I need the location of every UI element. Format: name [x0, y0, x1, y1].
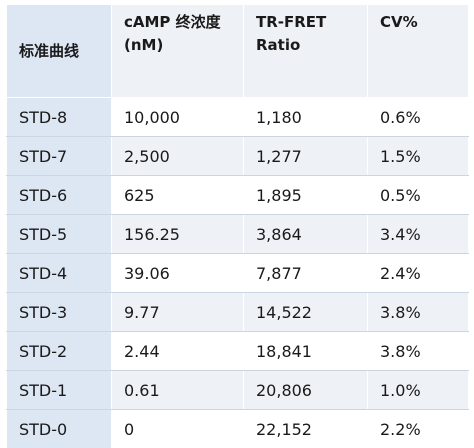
- cell-tr-fret-ratio: 18,841: [244, 332, 368, 371]
- cell-tr-fret-ratio: 1,180: [244, 98, 368, 137]
- header-standard-curve: 标准曲线: [7, 5, 112, 98]
- cell-standard-curve: STD-6: [7, 176, 112, 215]
- cell-standard-curve: STD-5: [7, 215, 112, 254]
- cell-camp-concentration: 2.44: [112, 332, 244, 371]
- cell-camp-concentration: 0: [112, 410, 244, 448]
- cell-camp-concentration: 625: [112, 176, 244, 215]
- cell-cv: 3.8%: [368, 332, 469, 371]
- cell-cv: 2.2%: [368, 410, 469, 448]
- cell-cv: 1.0%: [368, 371, 469, 410]
- cell-camp-concentration: 10,000: [112, 98, 244, 137]
- cell-camp-concentration: 9.77: [112, 293, 244, 332]
- cell-tr-fret-ratio: 14,522: [244, 293, 368, 332]
- cell-cv: 0.6%: [368, 98, 469, 137]
- cell-cv: 0.5%: [368, 176, 469, 215]
- header-camp-line2: (nM): [124, 34, 233, 57]
- cell-camp-concentration: 0.61: [112, 371, 244, 410]
- cell-camp-concentration: 39.06: [112, 254, 244, 293]
- cell-tr-fret-ratio: 20,806: [244, 371, 368, 410]
- header-camp-concentration: cAMP 终浓度 (nM): [112, 5, 244, 98]
- cell-cv: 1.5%: [368, 137, 469, 176]
- cell-tr-fret-ratio: 22,152: [244, 410, 368, 448]
- header-cv: CV%: [368, 5, 469, 98]
- table-header-row: 标准曲线 cAMP 终浓度 (nM) TR-FRET Ratio CV%: [7, 5, 469, 98]
- header-camp-line1: cAMP 终浓度: [124, 11, 233, 34]
- cell-tr-fret-ratio: 7,877: [244, 254, 368, 293]
- standard-curve-table: 标准曲线 cAMP 终浓度 (nM) TR-FRET Ratio CV% STD…: [6, 4, 469, 448]
- cell-standard-curve: STD-8: [7, 98, 112, 137]
- cell-cv: 3.4%: [368, 215, 469, 254]
- cell-tr-fret-ratio: 1,895: [244, 176, 368, 215]
- cell-tr-fret-ratio: 1,277: [244, 137, 368, 176]
- header-tr-fret-ratio: TR-FRET Ratio: [244, 5, 368, 98]
- cell-standard-curve: STD-4: [7, 254, 112, 293]
- cell-cv: 3.8%: [368, 293, 469, 332]
- cell-standard-curve: STD-7: [7, 137, 112, 176]
- cell-standard-curve: STD-2: [7, 332, 112, 371]
- header-ratio-line2: Ratio: [256, 34, 357, 57]
- cell-tr-fret-ratio: 3,864: [244, 215, 368, 254]
- cell-camp-concentration: 156.25: [112, 215, 244, 254]
- standard-curve-table-container: 标准曲线 cAMP 终浓度 (nM) TR-FRET Ratio CV% STD…: [6, 4, 468, 427]
- header-ratio-line1: TR-FRET: [256, 11, 357, 34]
- cell-cv: 2.4%: [368, 254, 469, 293]
- cell-standard-curve: STD-0: [7, 410, 112, 448]
- cell-standard-curve: STD-3: [7, 293, 112, 332]
- cell-standard-curve: STD-1: [7, 371, 112, 410]
- cell-camp-concentration: 2,500: [112, 137, 244, 176]
